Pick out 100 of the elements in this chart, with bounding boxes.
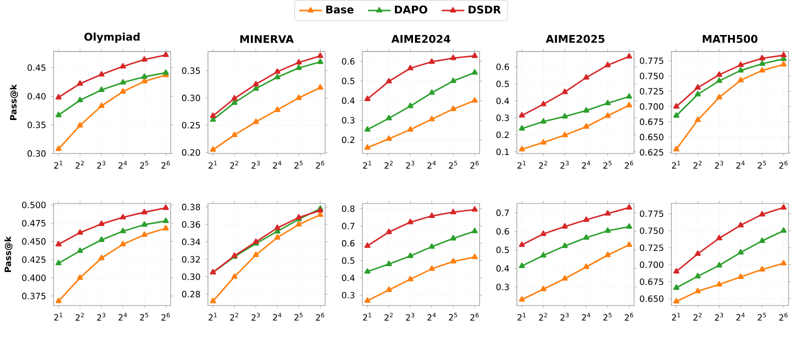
y-tick-label: 0.1	[496, 148, 509, 155]
y-tick-label: 0.30	[182, 273, 200, 280]
x-tick-label: 2$^{2}$	[384, 312, 393, 321]
y-tick-label: 0.30	[28, 150, 46, 157]
y-tick-label: 0.4	[342, 97, 355, 104]
y-tick-label: 0.5	[342, 257, 354, 264]
y-tick-label: 0.775	[640, 57, 664, 64]
y-tick-label: 0.700	[640, 103, 664, 110]
x-tick-label: 2$^{4}$	[582, 312, 590, 320]
x-tick-label: 2$^{1}$	[208, 312, 217, 320]
y-tick-label: 0.30	[182, 94, 200, 102]
y-tick-label: 0.675	[640, 278, 664, 285]
y-tick-label: 0.6	[496, 64, 509, 70]
y-tick-label: 0.3	[496, 284, 509, 290]
y-tick-label: 0.375	[22, 292, 46, 300]
y-tick-label: 0.8	[342, 205, 354, 212]
x-tick-label: 2$^{1}$	[208, 160, 217, 168]
y-tick-label: 0.25	[182, 122, 200, 128]
x-tick-label: 2$^{2}$	[693, 160, 702, 169]
y-tick-label: 0.450	[22, 238, 46, 245]
x-tick-label: 2$^{1}$	[518, 312, 526, 320]
x-tick-label: 2$^{2}$	[230, 312, 238, 321]
y-tick-label: 0.650	[640, 295, 664, 302]
y-tick-label: 0.750	[640, 227, 664, 234]
y-tick-label: 0.3	[496, 114, 509, 121]
y-tick-label: 0.4	[496, 265, 510, 272]
y-tick-label: 0.425	[22, 256, 46, 263]
y-tick-label: 0.6	[496, 228, 509, 234]
chart-title: Olympiad	[84, 32, 140, 43]
x-tick-label: 2$^{6}$	[161, 312, 170, 321]
y-tick-label: 0.725	[640, 244, 664, 251]
y-tick-label: 0.750	[640, 72, 664, 80]
y-tick-label: 0.725	[640, 88, 664, 94]
legend-label: DAPO	[394, 5, 428, 14]
y-tick-label: 0.400	[22, 274, 46, 281]
y-tick-label: 0.28	[182, 290, 200, 298]
x-tick-label: 2$^{5}$	[140, 312, 148, 320]
y-tick-label: 0.2	[342, 136, 354, 143]
y-axis-title: Pass@k	[10, 84, 18, 120]
x-tick-label: 2$^{6}$	[316, 160, 324, 169]
x-tick-label: 2$^{2}$	[538, 312, 548, 321]
y-tick-label: 0.20	[182, 149, 200, 156]
chart-title: AIME2025	[546, 34, 604, 43]
x-tick-label: 2$^{4}$	[118, 160, 127, 168]
y-tick-label: 0.40	[28, 92, 46, 100]
x-tick-label: 2$^{1}$	[54, 160, 62, 168]
y-tick-label: 0.35	[182, 67, 200, 74]
x-tick-label: 2$^{6}$	[779, 160, 788, 169]
x-tick-label: 2$^{4}$	[427, 160, 436, 168]
x-tick-label: 2$^{5}$	[140, 160, 148, 168]
x-tick-label: 2$^{1}$	[363, 312, 372, 320]
x-tick-label: 2$^{2}$	[693, 312, 702, 321]
x-tick-label: 2$^{3}$	[97, 160, 106, 169]
x-tick-label: 2$^{4}$	[272, 160, 282, 168]
y-tick-label: 0.45	[28, 64, 46, 71]
y-tick-label: 0.675	[640, 118, 664, 125]
x-tick-label: 2$^{5}$	[294, 160, 303, 168]
x-tick-label: 2$^{3}$	[714, 160, 724, 169]
y-tick-label: 0.500	[22, 202, 46, 208]
y-tick-label: 0.38	[182, 204, 200, 210]
y-tick-label: 0.3	[342, 116, 354, 124]
x-tick-label: 2$^{2}$	[76, 312, 84, 321]
x-tick-label: 2$^{5}$	[294, 312, 303, 320]
legend-label: Base	[326, 6, 354, 14]
y-tick-label: 0.5	[342, 78, 354, 84]
x-tick-label: 2$^{6}$	[316, 312, 324, 321]
x-tick-label: 2$^{1}$	[54, 312, 62, 320]
x-tick-label: 2$^{4}$	[272, 312, 282, 320]
x-tick-label: 2$^{3}$	[714, 312, 724, 321]
x-tick-label: 2$^{6}$	[161, 160, 170, 169]
y-tick-label: 0.700	[640, 261, 664, 268]
legend-label: DSDR	[468, 5, 501, 14]
y-tick-label: 0.475	[22, 220, 46, 226]
x-tick-label: 2$^{4}$	[118, 312, 127, 320]
x-tick-label: 2$^{3}$	[406, 312, 414, 321]
y-axis-title: Pass@k	[4, 236, 12, 272]
y-tick-label: 0.5	[496, 80, 509, 88]
chart-title: AIME2024	[391, 34, 450, 43]
x-tick-label: 2$^{6}$	[470, 312, 479, 321]
x-tick-label: 2$^{6}$	[779, 312, 788, 321]
y-tick-label: 0.35	[28, 122, 46, 128]
y-tick-label: 0.34	[182, 238, 200, 246]
x-tick-label: 2$^{2}$	[76, 160, 84, 169]
y-tick-label: 0.3	[342, 292, 354, 298]
x-tick-label: 2$^{5}$	[758, 160, 766, 168]
y-tick-label: 0.5	[496, 246, 509, 254]
x-tick-label: 2$^{3}$	[406, 160, 414, 169]
chart-title: MATH500	[702, 34, 758, 43]
x-tick-label: 2$^{4}$	[736, 160, 745, 168]
y-tick-label: 0.6	[342, 58, 355, 65]
y-tick-label: 0.4	[496, 98, 510, 104]
y-tick-label: 0.4	[342, 274, 355, 281]
x-tick-label: 2$^{2}$	[230, 160, 238, 169]
x-tick-label: 2$^{5}$	[448, 160, 458, 168]
x-tick-label: 2$^{3}$	[560, 160, 569, 169]
x-tick-label: 2$^{4}$	[427, 312, 436, 320]
x-tick-label: 2$^{6}$	[470, 160, 479, 169]
x-tick-label: 2$^{1}$	[672, 160, 680, 168]
y-tick-label: 0.625	[640, 148, 664, 156]
x-tick-label: 2$^{2}$	[384, 160, 393, 169]
